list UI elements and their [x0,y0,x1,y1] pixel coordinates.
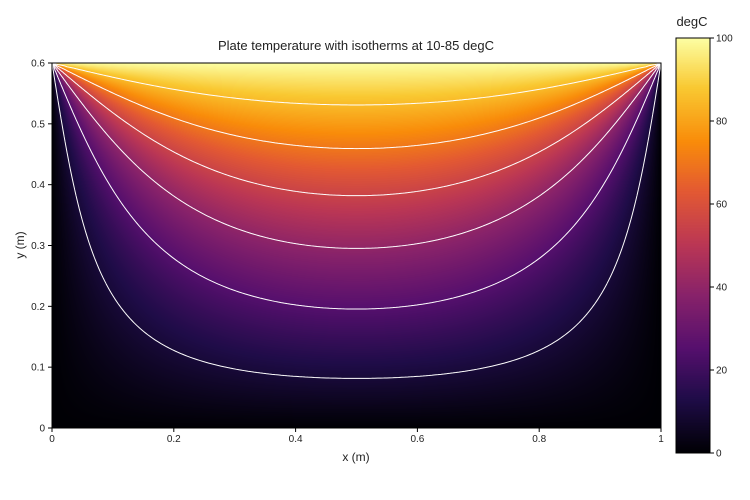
y-tick-label: 0.5 [31,119,45,130]
colorbar-tick-label: 80 [716,117,728,128]
y-tick-label: 0.6 [31,59,45,70]
heatmap-raster [52,63,661,428]
isotherm-10 [51,65,662,379]
x-tick-label: 0.6 [410,434,424,445]
y-tick-label: 0.4 [31,180,45,191]
x-tick-label: 0.4 [289,434,303,445]
isotherm-40 [51,63,662,249]
chart-title: Plate temperature with isotherms at 10-8… [218,38,494,53]
isotherm-55 [51,62,662,197]
x-tick-label: 1 [658,434,664,445]
colorbar-tick-label: 60 [716,200,728,211]
heatmap-raster-wrapper [52,63,661,428]
isotherm-85 [53,62,660,106]
x-axis: 0 0.2 0.4 0.6 0.8 1 [49,428,664,445]
y-tick-label: 0.1 [31,363,45,374]
x-axis-title: x (m) [342,450,369,464]
x-tick-label: 0.2 [167,434,181,445]
plot-area [51,62,662,429]
colorbar-gradient-wrapper [676,38,710,453]
colorbar-frame [675,37,711,454]
x-tick-label: 0 [49,434,55,445]
y-tick-label: 0.2 [31,302,45,313]
colorbar-tick-label: 0 [716,449,722,460]
colorbar-ticks: 0 20 40 60 80 100 [710,34,733,460]
y-tick-label: 0.3 [31,241,45,252]
y-axis-title: y (m) [13,231,27,258]
isotherm-25 [51,64,662,310]
colorbar-tick-label: 40 [716,283,728,294]
isotherm-70 [52,62,661,150]
colorbar-tick-label: 100 [716,34,733,45]
x-tick-label: 0.8 [532,434,546,445]
isotherm-lines [51,62,662,379]
colorbar-gradient [676,38,710,453]
colorbar: degC 0 20 40 60 80 100 [675,14,733,460]
y-tick-label: 0 [39,424,45,435]
colorbar-title: degC [676,14,707,29]
y-axis: 0 0.1 0.2 0.3 0.4 0.5 0.6 [31,59,52,435]
colorbar-tick-label: 20 [716,366,728,377]
